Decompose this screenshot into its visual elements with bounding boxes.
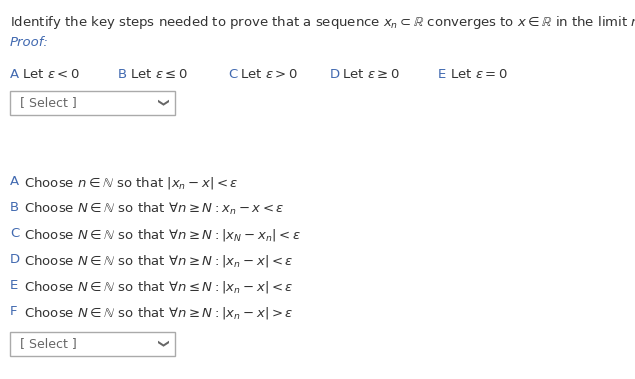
Text: F: F bbox=[10, 305, 18, 318]
Text: D: D bbox=[330, 68, 340, 81]
Text: [ Select ]: [ Select ] bbox=[20, 97, 77, 110]
FancyBboxPatch shape bbox=[10, 91, 175, 115]
Text: A: A bbox=[10, 68, 19, 81]
Text: ❯: ❯ bbox=[155, 98, 166, 108]
Text: B: B bbox=[118, 68, 127, 81]
Text: ❯: ❯ bbox=[155, 339, 166, 349]
Text: Choose $N \in \mathbb{N}$ so that $\forall n \leq N : |x_n - x| < \epsilon$: Choose $N \in \mathbb{N}$ so that $\fora… bbox=[20, 279, 293, 295]
Text: Choose $n \in \mathbb{N}$ so that $|x_n - x| < \epsilon$: Choose $n \in \mathbb{N}$ so that $|x_n … bbox=[20, 175, 239, 191]
Text: A: A bbox=[10, 175, 19, 188]
Text: Choose $N \in \mathbb{N}$ so that $\forall n \geq N : |x_n - x| < \epsilon$: Choose $N \in \mathbb{N}$ so that $\fora… bbox=[20, 253, 293, 269]
Text: E: E bbox=[438, 68, 446, 81]
Text: Choose $N \in \mathbb{N}$ so that $\forall n \geq N : |x_n - x| > \epsilon$: Choose $N \in \mathbb{N}$ so that $\fora… bbox=[20, 305, 293, 321]
Text: [ Select ]: [ Select ] bbox=[20, 338, 77, 351]
Text: Let $\epsilon = 0$: Let $\epsilon = 0$ bbox=[446, 68, 508, 81]
Text: Choose $N \in \mathbb{N}$ so that $\forall n \geq N : x_n - x < \epsilon$: Choose $N \in \mathbb{N}$ so that $\fora… bbox=[20, 201, 284, 217]
Text: Choose $N \in \mathbb{N}$ so that $\forall n \geq N : |x_N - x_n| < \epsilon$: Choose $N \in \mathbb{N}$ so that $\fora… bbox=[20, 227, 301, 243]
Text: C: C bbox=[10, 227, 19, 240]
Text: C: C bbox=[228, 68, 237, 81]
Text: Let $\epsilon \leq 0$: Let $\epsilon \leq 0$ bbox=[126, 68, 188, 81]
Text: B: B bbox=[10, 201, 19, 214]
Text: E: E bbox=[10, 279, 18, 292]
Text: Let $\epsilon \geq 0$: Let $\epsilon \geq 0$ bbox=[338, 68, 400, 81]
Text: Proof:: Proof: bbox=[10, 36, 49, 49]
Text: Let $\epsilon > 0$: Let $\epsilon > 0$ bbox=[236, 68, 298, 81]
FancyBboxPatch shape bbox=[10, 332, 175, 356]
Text: Let $\epsilon < 0$: Let $\epsilon < 0$ bbox=[18, 68, 80, 81]
Text: D: D bbox=[10, 253, 20, 266]
Text: Identify the key steps needed to prove that a sequence $x_n \subset \mathbb{R}$ : Identify the key steps needed to prove t… bbox=[10, 14, 635, 31]
